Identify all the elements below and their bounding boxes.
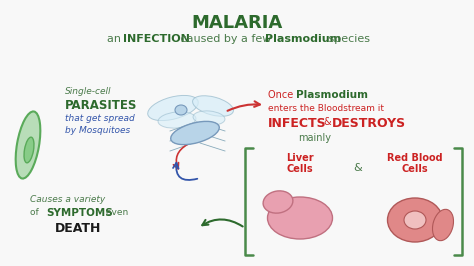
Text: &: & (323, 117, 331, 127)
Text: enters the Bloodstream it: enters the Bloodstream it (268, 104, 384, 113)
Ellipse shape (16, 111, 40, 178)
Text: that get spread: that get spread (65, 114, 135, 123)
Text: DESTROYS: DESTROYS (332, 117, 406, 130)
Text: &: & (354, 163, 363, 173)
Ellipse shape (404, 211, 426, 229)
Ellipse shape (171, 121, 219, 145)
Ellipse shape (267, 197, 332, 239)
Ellipse shape (388, 198, 443, 242)
Ellipse shape (432, 209, 454, 241)
Text: MALARIA: MALARIA (191, 14, 283, 32)
Text: Cells: Cells (287, 164, 313, 174)
Text: Liver: Liver (286, 153, 314, 163)
Text: caused by a few: caused by a few (177, 34, 274, 44)
Ellipse shape (175, 105, 187, 115)
Text: even: even (103, 208, 128, 217)
Text: Single-cell: Single-cell (65, 87, 111, 96)
Text: Causes a variety: Causes a variety (30, 195, 105, 204)
Text: of: of (30, 208, 42, 217)
Text: Plasmodium: Plasmodium (265, 34, 341, 44)
Text: DEATH: DEATH (55, 222, 101, 235)
Text: PARASITES: PARASITES (65, 99, 137, 112)
Text: SYMPTOMS: SYMPTOMS (46, 208, 113, 218)
Text: Red Blood: Red Blood (387, 153, 443, 163)
Text: INFECTS: INFECTS (268, 117, 327, 130)
Ellipse shape (158, 112, 196, 128)
Text: Cells: Cells (401, 164, 428, 174)
Text: INFECTION: INFECTION (123, 34, 190, 44)
Text: Once: Once (268, 90, 296, 100)
Text: species: species (325, 34, 370, 44)
Text: by Mosquitoes: by Mosquitoes (65, 126, 130, 135)
Ellipse shape (192, 96, 233, 116)
Text: an: an (107, 34, 125, 44)
Text: Plasmodium: Plasmodium (296, 90, 368, 100)
Ellipse shape (24, 137, 34, 163)
Text: mainly: mainly (298, 133, 331, 143)
Ellipse shape (193, 111, 225, 125)
Ellipse shape (263, 191, 293, 213)
Ellipse shape (148, 95, 198, 120)
